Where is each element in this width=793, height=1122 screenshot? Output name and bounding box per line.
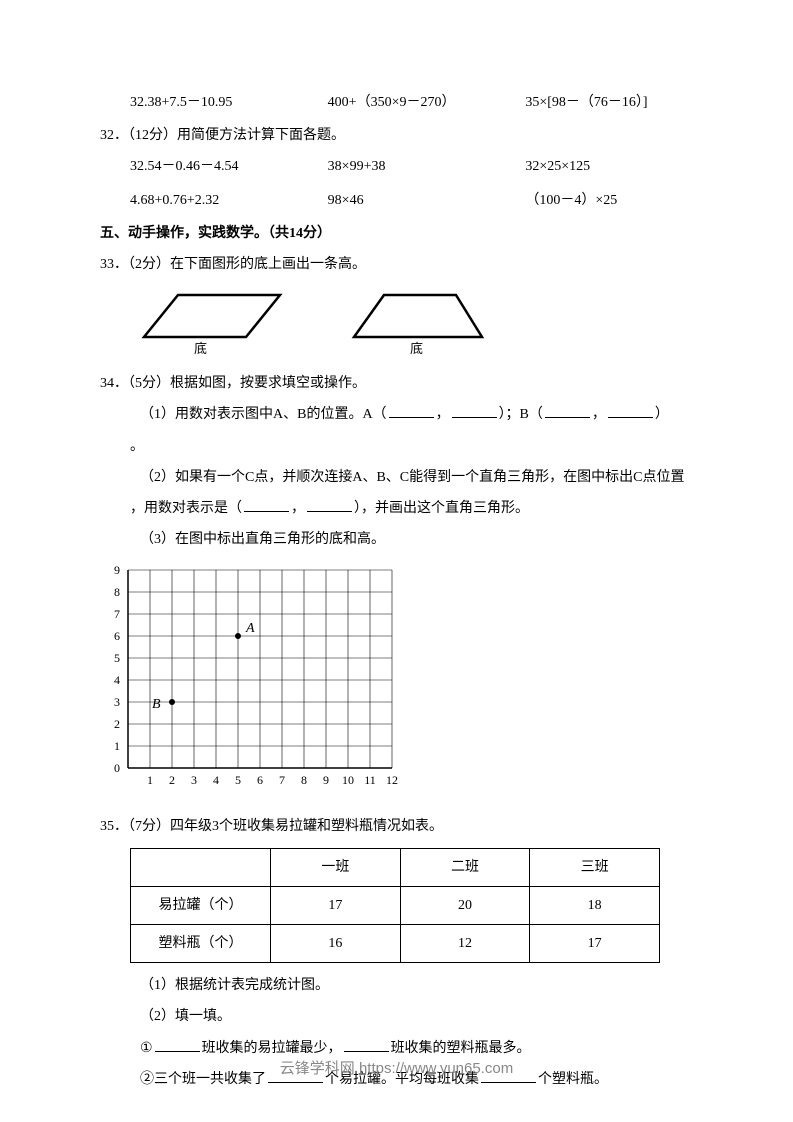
q34-p1: （1）用数对表示图中A、B的位置。A（ ， ）；B（ ， ） [100,402,723,427]
cell: 18 [530,886,660,924]
svg-text:4: 4 [114,673,120,687]
cell: 塑料瓶（个） [131,925,271,963]
q32-r2a: 4.68+0.76+2.32 [130,188,328,213]
q34-p2d: ），并画出这个直角三角形。 [354,501,529,516]
trapezoid-shape: 底 [350,287,490,357]
q32-r2c: （100－4）×25 [525,188,723,213]
q35-p2: （2）填一填。 [100,1004,723,1029]
svg-text:10: 10 [342,773,354,787]
svg-text:9: 9 [323,773,329,787]
svg-text:1: 1 [114,739,120,753]
cell: 20 [400,886,530,924]
q32-row2: 4.68+0.76+2.32 98×46 （100－4）×25 [100,188,723,213]
svg-text:3: 3 [191,773,197,787]
q31-a: 32.38+7.5－10.95 [130,90,328,115]
q31-c: 35×[98－（76－16）] [525,90,723,115]
q35-p3a: ① [140,1041,153,1056]
coordinate-grid: 0123456789123456789101112AB [100,560,420,795]
q31-b: 400+（350×9－270） [328,90,526,115]
q34-p1-b: ， [436,407,450,422]
q34-grid-chart: 0123456789123456789101112AB [100,560,723,804]
th-c1: 一班 [271,848,401,886]
section5-title: 五、动手操作，实践数学。（共14分） [100,221,723,246]
q32-r1b: 38×99+38 [328,154,526,179]
blank [155,1036,200,1052]
parallelogram-shape: 底 [140,287,290,357]
blank [608,402,653,418]
q34-p1-a: （1）用数对表示图中A、B的位置。A（ [140,407,387,422]
footer-text: 云锋学科网 https://www.yun65.com [0,1055,793,1082]
svg-text:6: 6 [114,629,120,643]
q34-title: 34．（5分）根据如图，按要求填空或操作。 [100,371,723,396]
q33-title: 33．（2分）在下面图形的底上画出一条高。 [100,252,723,277]
th-c2: 二班 [400,848,530,886]
q35-title: 35．（7分）四年级3个班收集易拉罐和塑料瓶情况如表。 [100,814,723,839]
svg-text:A: A [245,621,255,636]
svg-text:5: 5 [114,651,120,665]
table-row: 易拉罐（个） 17 20 18 [131,886,660,924]
q32-title: 32．（12分）用简便方法计算下面各题。 [100,123,723,148]
base-label-1: 底 [194,341,207,356]
q34-p2-rest: ，用数对表示是（ ， ），并画出这个直角三角形。 [100,496,723,521]
svg-text:11: 11 [364,773,376,787]
svg-text:7: 7 [279,773,285,787]
table-row: 塑料瓶（个） 16 12 17 [131,925,660,963]
q34-p1-c: ）；B（ [499,407,543,422]
svg-text:8: 8 [114,585,120,599]
svg-text:12: 12 [386,773,398,787]
q32-row1: 32.54－0.46－4.54 38×99+38 32×25×125 [100,154,723,179]
svg-text:8: 8 [301,773,307,787]
q35-p3c: 班收集的塑料瓶最多。 [391,1041,531,1056]
q31-row: 32.38+7.5－10.95 400+（350×9－270） 35×[98－（… [100,90,723,115]
q34-p1-e: ） [655,407,669,422]
q32-r2b: 98×46 [328,188,526,213]
q35-table: 一班 二班 三班 易拉罐（个） 17 20 18 塑料瓶（个） 16 12 17 [130,848,660,964]
q34-p1-end: 。 [100,434,723,459]
svg-text:0: 0 [114,761,120,775]
q35-p3b: 班收集的易拉罐最少， [202,1041,342,1056]
cell: 易拉罐（个） [131,886,271,924]
svg-text:2: 2 [169,773,175,787]
q32-r1c: 32×25×125 [525,154,723,179]
svg-text:9: 9 [114,563,120,577]
base-label-2: 底 [410,341,423,356]
q35-p1: （1）根据统计表完成统计图。 [100,973,723,998]
cell: 17 [271,886,401,924]
svg-text:3: 3 [114,695,120,709]
svg-text:7: 7 [114,607,120,621]
q34-p2a: （2）如果有一个C点，并顺次连接A、B、C能得到一个直角三角形，在图中标出C点位… [100,465,723,490]
q34-p3: （3）在图中标出直角三角形的底和高。 [100,527,723,552]
blank [344,1036,389,1052]
q34-p1-d: ， [592,407,606,422]
blank [545,402,590,418]
th-blank [131,848,271,886]
blank [452,402,497,418]
blank [389,402,434,418]
blank [307,496,352,512]
svg-text:6: 6 [257,773,263,787]
th-c3: 三班 [530,848,660,886]
cell: 12 [400,925,530,963]
q32-r1a: 32.54－0.46－4.54 [130,154,328,179]
blank [244,496,289,512]
q34-p2c: ， [291,501,305,516]
q33-shapes: 底 底 [100,287,723,357]
svg-text:2: 2 [114,717,120,731]
q34-p2b: ，用数对表示是（ [130,501,242,516]
svg-text:4: 4 [213,773,219,787]
table-header-row: 一班 二班 三班 [131,848,660,886]
cell: 17 [530,925,660,963]
svg-text:1: 1 [147,773,153,787]
cell: 16 [271,925,401,963]
svg-text:5: 5 [235,773,241,787]
svg-text:B: B [152,697,161,712]
